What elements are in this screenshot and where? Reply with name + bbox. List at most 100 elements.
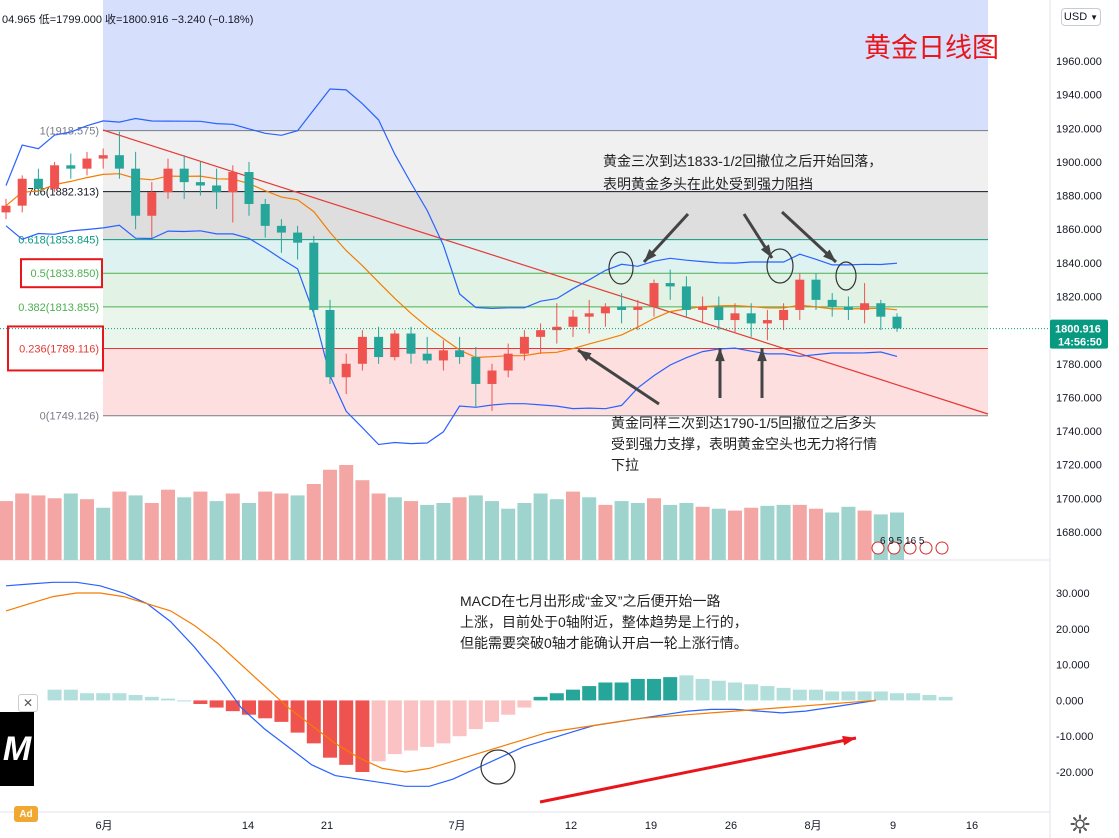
candle-body	[422, 353, 432, 361]
fib-level-label: 0.618(1853.845)	[18, 235, 99, 247]
trend-arrow	[539, 736, 857, 804]
signal-line	[5, 592, 877, 773]
macd-histogram-bar	[841, 691, 856, 701]
volume-bar	[533, 493, 548, 560]
arrow-head	[578, 350, 592, 362]
volume-bar	[161, 489, 175, 560]
candle-body	[309, 242, 319, 310]
annotation-circle	[766, 248, 794, 284]
volume-bar	[31, 495, 46, 560]
arrow	[577, 348, 660, 406]
macd-histogram-bar	[63, 689, 78, 701]
last-price-tag	[1050, 319, 1108, 349]
arrow-head	[760, 244, 772, 258]
macd-histogram-bar	[549, 693, 564, 701]
candle-body	[665, 283, 675, 287]
event-flag-icon[interactable]	[887, 541, 901, 555]
time-tick-label: 6月	[95, 820, 112, 832]
macd-histogram-bar	[582, 686, 597, 701]
macd-histogram-bar	[290, 700, 305, 733]
annotation-macd-line-3: 但能需要突破0轴才能确认开启一轮上涨行情。	[460, 635, 748, 651]
volume-bar	[695, 506, 710, 560]
chevron-down-icon: ▼	[1090, 12, 1099, 22]
macd-histogram-bar	[436, 700, 451, 744]
candle-body	[195, 182, 205, 186]
macd-histogram-bar	[614, 682, 629, 701]
candle-body	[17, 178, 27, 206]
candle-body	[892, 316, 902, 329]
annotation-top: 黄金三次到达1833-1/2回撤位之后开始回落， 表明黄金多头在此处受到强力阻挡	[603, 153, 882, 192]
economic-events[interactable]: 6 9 5 16 5	[880, 536, 925, 547]
candle-body	[50, 165, 60, 189]
volume-bar	[242, 503, 256, 560]
volume-bar	[128, 495, 143, 560]
time-tick-label: 8月	[804, 820, 821, 832]
macd-tick-label: 10.000	[1056, 660, 1090, 672]
highlight-box	[7, 325, 104, 372]
macd-histogram-bar	[728, 682, 742, 701]
gear-icon[interactable]	[1070, 814, 1090, 834]
price-tick-label: 1860.000	[1056, 224, 1102, 236]
time-tick-label: 21	[321, 820, 333, 832]
macd-histogram-bar	[112, 693, 127, 701]
arrow-head	[757, 348, 767, 362]
event-flag-icon[interactable]	[903, 541, 917, 555]
candle-body	[681, 286, 691, 310]
event-flag-icon[interactable]	[919, 541, 933, 555]
macd-histogram-bar	[225, 700, 240, 712]
time-tick-label: 7月	[448, 820, 465, 832]
macd-histogram-bar	[809, 689, 823, 701]
volume-bar	[80, 499, 94, 560]
candle-body	[374, 336, 384, 358]
event-flag-icon[interactable]	[871, 541, 885, 555]
candle-body	[244, 172, 254, 204]
annotation-macd-line-1: MACD在七月出形成“金叉”之后便开始一路	[460, 593, 721, 609]
candle-body	[779, 309, 789, 321]
volume-bar	[96, 507, 111, 560]
volume-bar	[825, 512, 840, 560]
candle-body	[1, 205, 11, 213]
macd-histogram-bar	[695, 678, 710, 701]
event-flag-icon[interactable]	[935, 541, 949, 555]
fib-zone	[103, 273, 988, 307]
macd-histogram-bar	[80, 693, 94, 701]
macd-histogram-bar	[647, 678, 661, 701]
ad-logo[interactable]: M	[0, 712, 34, 786]
macd-histogram-bar	[792, 689, 807, 701]
price-tick-label: 1920.000	[1056, 123, 1102, 135]
volume-bar	[420, 504, 435, 560]
macd-histogram-bar	[274, 700, 289, 722]
ad-close-button[interactable]: ✕	[18, 694, 38, 712]
fib-level-label: 0.382(1813.855)	[18, 302, 99, 314]
annotation-bottom-line-1: 黄金同样三次到达1790-1/5回撤位之后多头	[611, 415, 876, 431]
macd-histogram-bar	[679, 675, 694, 701]
candle-body	[228, 172, 238, 193]
currency-selector[interactable]: USD ▼	[1061, 8, 1101, 26]
candle-body	[860, 303, 870, 310]
price-tick-label: 1700.000	[1056, 493, 1102, 505]
volume-bar	[841, 506, 856, 560]
candle-body	[795, 279, 805, 310]
fib-level-label: 0(1749.126)	[40, 411, 99, 423]
macd-histogram-bar	[387, 700, 402, 755]
candle-body	[163, 168, 173, 193]
volume-bar	[809, 508, 823, 560]
volume-bar	[193, 491, 208, 560]
volume-bar	[744, 507, 759, 560]
chart-background	[0, 0, 1050, 561]
candle-body	[147, 192, 157, 216]
macd-histogram-bar	[371, 700, 386, 762]
annotation-circle	[608, 251, 634, 285]
fib-zone	[103, 306, 988, 349]
candle-body	[714, 306, 724, 321]
macd-histogram-bar	[760, 686, 775, 701]
candle-body	[293, 232, 303, 243]
highlight-box	[20, 258, 103, 289]
volume-bar	[436, 503, 451, 560]
macd-histogram-bar	[420, 700, 435, 747]
candle-body	[438, 350, 448, 361]
candle-body	[811, 279, 821, 300]
volume-bar	[501, 508, 516, 560]
volume-bar	[112, 491, 127, 560]
